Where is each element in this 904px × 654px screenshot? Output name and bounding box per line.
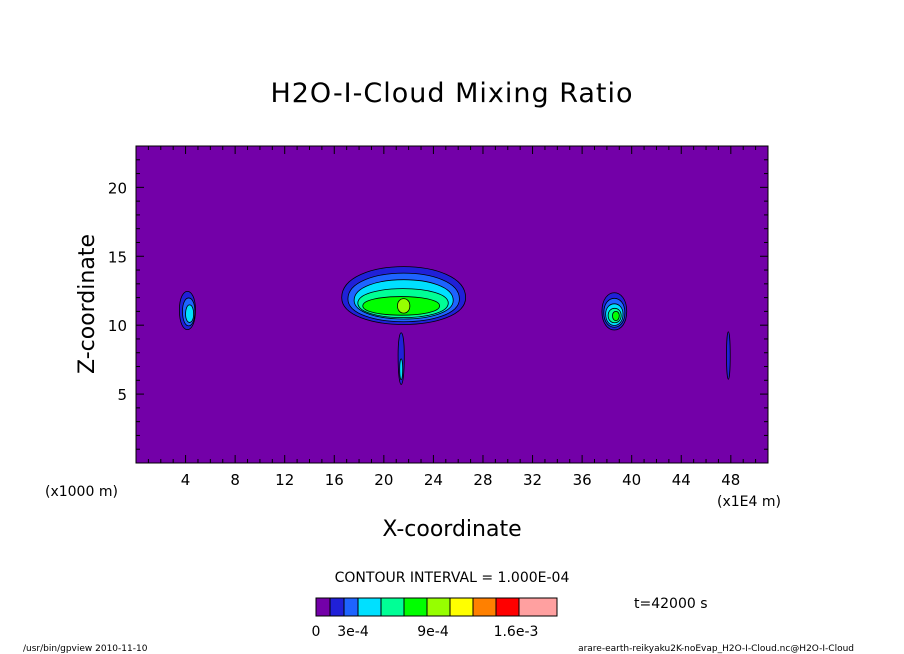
contour-interval-label: CONTOUR INTERVAL = 1.000E-04 (335, 570, 570, 586)
footer-left: /usr/bin/gpview 2010-11-10 (23, 644, 148, 654)
plot-frame (135, 145, 769, 464)
colorbar: 0 3e-4 9e-4 1.6e-3 (312, 597, 558, 640)
x-tick-label: 44 (672, 471, 691, 489)
colorbar-cell (495, 597, 520, 617)
colorbar-cell (518, 597, 558, 617)
central-stem-core (399, 358, 404, 381)
colorbar-cell (329, 597, 345, 617)
colorbar-cell (403, 597, 428, 617)
x-tick-label: 20 (374, 471, 393, 489)
central-cloud-core (397, 298, 411, 314)
colorbar-cell (449, 597, 474, 617)
left-cloud-level-3 (185, 304, 195, 323)
colorbar-label: 9e-4 (417, 624, 449, 640)
chart-title: H2O-I-Cloud Mixing Ratio (270, 78, 633, 109)
x-axis-label: X-coordinate (382, 517, 521, 542)
x-tick-label: 16 (325, 471, 344, 489)
colorbar-cell (426, 597, 451, 617)
colorbar-cell (357, 597, 382, 617)
right-cloud-core (612, 310, 620, 322)
y-tick-label: 10 (108, 317, 127, 335)
x-tick-label: 12 (275, 471, 294, 489)
cloud-contours (178, 266, 731, 385)
x-tick-label: 36 (573, 471, 592, 489)
x-tick-label: 4 (181, 471, 191, 489)
colorbar-label: 3e-4 (337, 624, 369, 640)
x-axis-unit: (x1E4 m) (717, 494, 781, 510)
y-tick-label: 15 (108, 248, 127, 266)
right-filament (726, 331, 731, 380)
y-tick-label: 20 (108, 179, 127, 197)
colorbar-label: 1.6e-3 (494, 624, 539, 640)
colorbar-cell (380, 597, 405, 617)
x-tick-label: 28 (473, 471, 492, 489)
x-tick-label: 48 (721, 471, 740, 489)
colorbar-label: 0 (312, 624, 321, 640)
x-tick-label: 8 (230, 471, 240, 489)
x-tick-label: 32 (523, 471, 542, 489)
footer-right: arare-earth-reikyaku2K-noEvap_H2O-I-Clou… (578, 644, 854, 654)
colorbar-cell (315, 597, 331, 617)
y-axis-unit: (x1000 m) (45, 484, 118, 500)
colorbar-cell (343, 597, 359, 617)
y-tick-label: 5 (117, 386, 127, 404)
time-label: t=42000 s (634, 596, 708, 612)
y-axis-label: Z-coordinate (75, 234, 100, 374)
colorbar-cell (472, 597, 497, 617)
x-tick-label: 24 (424, 471, 443, 489)
x-tick-label: 40 (622, 471, 641, 489)
